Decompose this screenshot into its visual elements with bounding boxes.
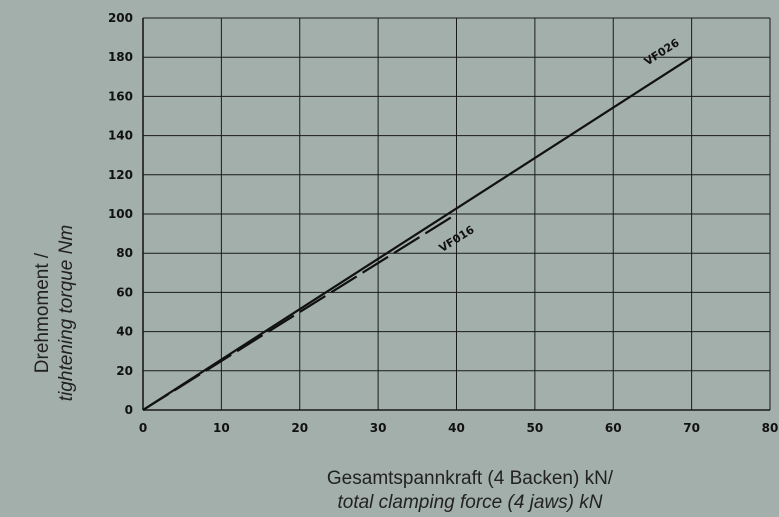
y-tick-label: 100 — [108, 207, 133, 221]
x-tick-label: 30 — [370, 421, 387, 435]
y-tick-label: 180 — [108, 50, 133, 64]
x-tick-label: 0 — [139, 421, 147, 435]
x-tick-label: 50 — [527, 421, 544, 435]
y-tick-label: 0 — [125, 403, 133, 417]
series-line-vf026 — [142, 56, 693, 411]
x-tick-label: 10 — [213, 421, 230, 435]
y-tick-labels: 0 20 40 60 80 100 120 140 160 180 200 — [108, 11, 133, 417]
y-tick-label: 120 — [108, 168, 133, 182]
y-tick-label: 20 — [116, 364, 133, 378]
y-tick-label: 80 — [116, 246, 133, 260]
x-tick-label: 40 — [448, 421, 465, 435]
x-axis-title-line1: Gesamtspannkraft (4 Backen) kN/ — [327, 468, 614, 489]
series-group — [142, 56, 693, 411]
y-axis-title-line1: Drehmoment / — [32, 252, 53, 373]
x-tick-label: 20 — [291, 421, 308, 435]
y-tick-label: 40 — [116, 325, 133, 339]
y-tick-label: 60 — [116, 285, 133, 299]
x-axis-title-line2: total clamping force (4 jaws) kN — [337, 492, 602, 513]
grid — [142, 17, 771, 411]
y-axis-title-line2: tightening torque Nm — [56, 225, 77, 401]
x-tick-label: 80 — [762, 421, 779, 435]
x-tick-label: 60 — [605, 421, 622, 435]
series-label-vf026: VF026 — [642, 36, 682, 68]
x-tick-labels: 0 10 20 30 40 50 60 70 80 — [139, 421, 779, 435]
y-tick-label: 200 — [108, 11, 133, 25]
y-tick-label: 140 — [108, 129, 133, 143]
series-line-vf016 — [142, 213, 458, 411]
y-tick-label: 160 — [108, 89, 133, 103]
x-tick-label: 70 — [683, 421, 700, 435]
